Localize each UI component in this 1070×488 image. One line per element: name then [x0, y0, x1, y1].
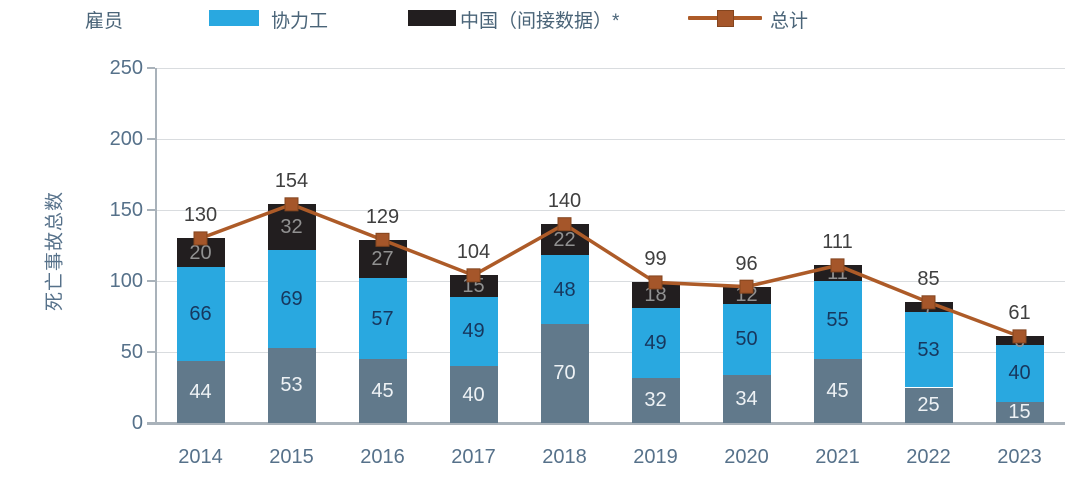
bar-label-中国（间接数据）*-2023: 6 — [1013, 329, 1026, 352]
legend-swatch-contractor — [209, 10, 259, 26]
total-label-2023: 61 — [1008, 302, 1031, 325]
y-tick-label-150: 150 — [109, 199, 143, 221]
bar-segment-协力工-2023 — [995, 344, 1044, 402]
bar-segment-雇员-2016 — [358, 359, 407, 423]
total-label-2015: 154 — [274, 170, 309, 193]
y-tick-100 — [147, 280, 155, 282]
bar-label-雇员-2017: 40 — [462, 383, 485, 406]
total-label-2021: 111 — [822, 231, 853, 254]
total-label-2020: 96 — [735, 252, 758, 275]
x-category-2020: 2020 — [724, 446, 769, 468]
x-category-2021: 2021 — [815, 446, 860, 468]
total-label-2014: 130 — [183, 204, 218, 227]
legend-item-china-label: 中国（间接数据）* — [460, 11, 620, 32]
bar-label-雇员-2018: 70 — [553, 362, 576, 385]
y-axis-line — [155, 68, 157, 423]
bar-segment-雇员-2017 — [449, 366, 498, 423]
bar-label-中国（间接数据）*-2015: 32 — [280, 216, 303, 239]
y-tick-250 — [147, 67, 155, 69]
y-tick-150 — [147, 209, 155, 211]
x-category-2017: 2017 — [451, 446, 496, 468]
x-category-2014: 2014 — [178, 446, 223, 468]
bar-label-协力工-2023: 40 — [1008, 362, 1031, 385]
bar-label-雇员-2015: 53 — [280, 374, 303, 397]
bar-label-雇员-2021: 45 — [826, 380, 849, 403]
bar-label-雇员-2016: 45 — [371, 380, 394, 403]
bar-label-雇员-2023: 15 — [1008, 401, 1031, 424]
x-category-2018: 2018 — [542, 446, 587, 468]
bar-label-中国（间接数据）*-2016: 27 — [371, 247, 394, 270]
bar-label-协力工-2022: 53 — [917, 338, 940, 361]
bar-segment-雇员-2020 — [722, 374, 771, 423]
y-tick-50 — [147, 351, 155, 353]
bar-label-协力工-2016: 57 — [371, 307, 394, 330]
bar-label-协力工-2015: 69 — [280, 287, 303, 310]
bar-label-雇员-2014: 44 — [189, 380, 212, 403]
bar-segment-雇员-2022 — [904, 387, 953, 423]
bar-label-中国（间接数据）*-2019: 18 — [644, 284, 667, 307]
total-label-2017: 104 — [456, 241, 491, 264]
y-tick-label-200: 200 — [109, 128, 143, 150]
bar-label-雇员-2022: 25 — [917, 394, 940, 417]
bar-label-中国（间接数据）*-2014: 20 — [189, 241, 212, 264]
x-category-2015: 2015 — [269, 446, 314, 468]
total-label-2018: 140 — [547, 190, 582, 213]
bar-label-协力工-2018: 48 — [553, 278, 576, 301]
bar-segment-雇员-2023 — [995, 401, 1044, 423]
legend-swatch-china — [408, 10, 456, 26]
bar-label-协力工-2019: 49 — [644, 331, 667, 354]
y-tick-label-0: 0 — [131, 412, 143, 434]
bar-label-中国（间接数据）*-2020: 12 — [735, 284, 758, 307]
bar-segment-雇员-2019 — [631, 377, 680, 423]
y-tick-label-50: 50 — [120, 341, 143, 363]
legend-marker-total — [717, 10, 734, 27]
y-tick-200 — [147, 138, 155, 140]
bar-label-中国（间接数据）*-2018: 22 — [553, 228, 576, 251]
bar-label-协力工-2021: 55 — [826, 309, 849, 332]
bar-label-协力工-2020: 50 — [735, 328, 758, 351]
total-label-2019: 99 — [644, 248, 667, 271]
total-label-2022: 85 — [917, 268, 940, 291]
bar-segment-雇员-2014 — [176, 360, 225, 423]
bar-label-中国（间接数据）*-2017: 15 — [462, 274, 485, 297]
gridline-250 — [155, 67, 1065, 69]
x-category-2022: 2022 — [906, 446, 951, 468]
legend-item-contractor-label: 协力工 — [271, 11, 329, 32]
y-tick-label-100: 100 — [109, 270, 143, 292]
gridline-50 — [155, 351, 1065, 353]
bar-label-中国（间接数据）*-2021: 11 — [827, 262, 848, 285]
bar-label-协力工-2017: 49 — [462, 320, 485, 343]
x-axis-line — [147, 422, 1065, 425]
bar-segment-雇员-2018 — [540, 323, 589, 423]
x-category-2016: 2016 — [360, 446, 405, 468]
gridline-200 — [155, 138, 1065, 140]
y-tick-label-250: 250 — [109, 57, 143, 79]
x-category-2019: 2019 — [633, 446, 678, 468]
bar-label-中国（间接数据）*-2022: 7 — [922, 296, 935, 319]
bar-label-雇员-2020: 34 — [735, 387, 758, 410]
bar-label-雇员-2019: 32 — [644, 389, 667, 412]
legend-item-employee-label: 雇员 — [85, 11, 124, 32]
total-label-2016: 129 — [365, 205, 400, 228]
legend-item-total-label: 总计 — [770, 11, 809, 32]
bar-label-协力工-2014: 66 — [189, 302, 212, 325]
bar-segment-雇员-2021 — [813, 359, 862, 423]
x-category-2023: 2023 — [997, 446, 1042, 468]
bar-segment-雇员-2015 — [267, 347, 316, 423]
